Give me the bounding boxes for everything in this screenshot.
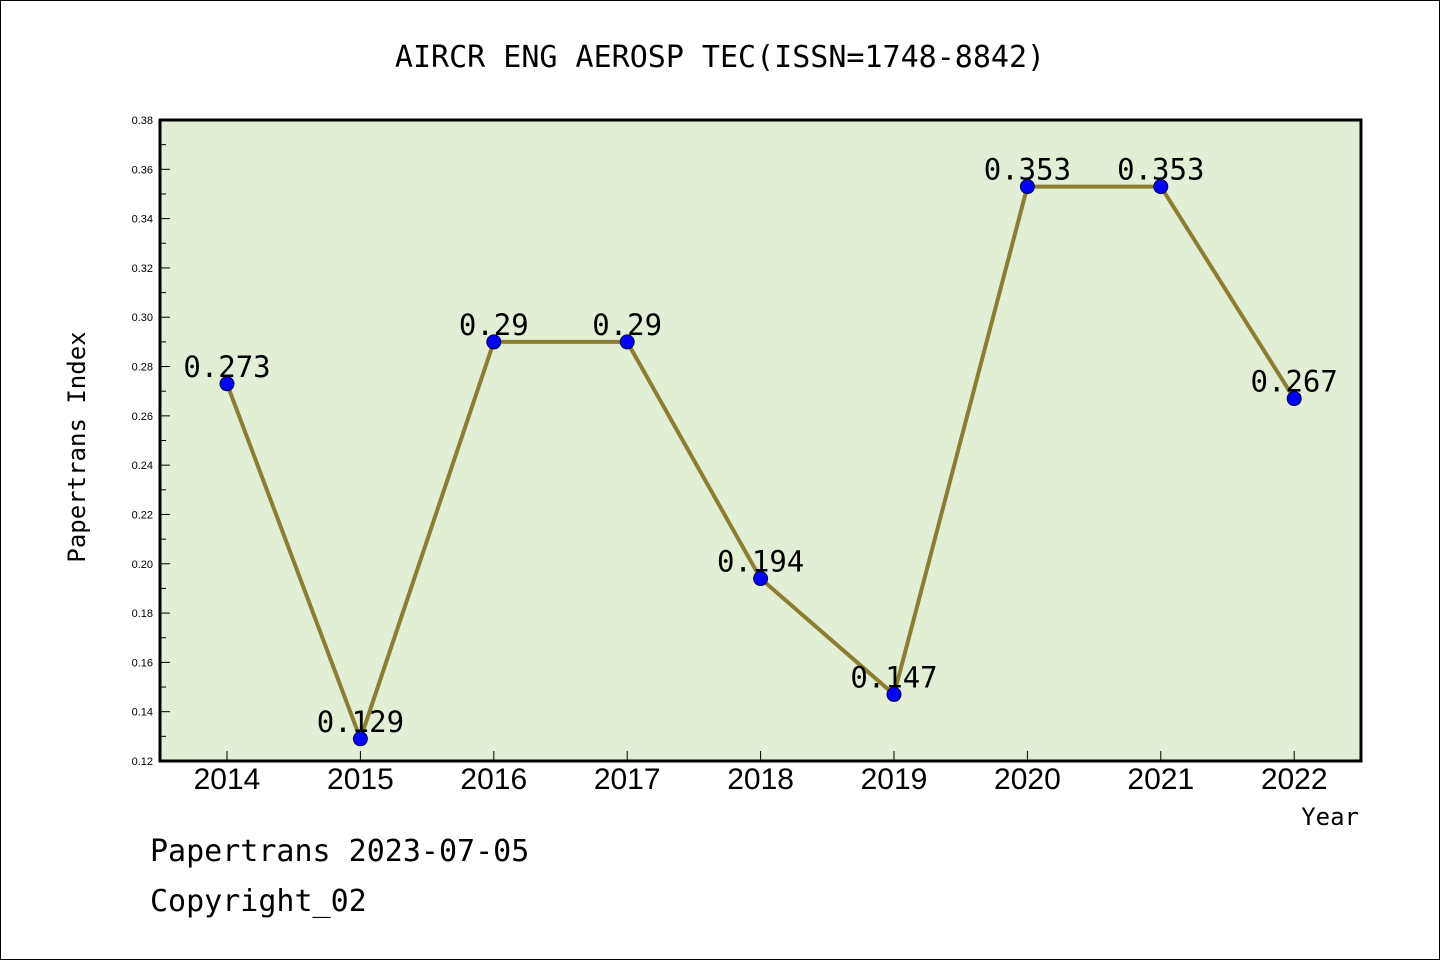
data-label: 0.29 bbox=[592, 308, 662, 342]
x-axis-label: Year bbox=[1301, 803, 1359, 831]
y-axis-ticks: 0.12 0.14 0.16 0.18 0.20 0.22 0.24 0.26 0.28 0.30… bbox=[132, 115, 170, 768]
data-point bbox=[753, 571, 769, 587]
data-point bbox=[219, 376, 235, 392]
y-tick-label: 0.36 bbox=[132, 164, 153, 176]
data-point bbox=[1286, 391, 1302, 407]
x-tick-label: 2019 bbox=[861, 763, 928, 796]
data-label: 0.194 bbox=[717, 545, 804, 579]
x-tick-label: 2017 bbox=[594, 763, 661, 796]
data-label: 0.147 bbox=[850, 660, 937, 694]
data-point bbox=[352, 731, 368, 747]
data-point bbox=[1019, 179, 1035, 195]
plot-border bbox=[158, 118, 1363, 763]
data-series: 0.273 0.129 0.29 0.29 0.194 0.147 0.353 0.353 0.… bbox=[183, 153, 1338, 747]
plot-area bbox=[160, 120, 1361, 761]
y-tick-label: 0.18 bbox=[132, 608, 153, 620]
y-tick-label: 0.14 bbox=[132, 707, 153, 719]
y-axis-label: Papertrans Index bbox=[63, 331, 91, 562]
y-tick-label: 0.34 bbox=[132, 214, 153, 226]
footer-copyright: Copyright_02 bbox=[150, 884, 367, 919]
data-point bbox=[619, 334, 635, 350]
x-tick-label: 2018 bbox=[727, 763, 794, 796]
y-tick-label: 0.26 bbox=[132, 411, 153, 423]
data-label: 0.273 bbox=[183, 350, 270, 384]
data-label: 0.267 bbox=[1251, 365, 1338, 399]
data-point bbox=[886, 686, 902, 702]
y-tick-label: 0.16 bbox=[132, 657, 153, 669]
y-tick-label: 0.30 bbox=[132, 312, 153, 324]
x-tick-label: 2022 bbox=[1261, 763, 1328, 796]
y-tick-label: 0.24 bbox=[132, 460, 153, 472]
data-label: 0.353 bbox=[984, 153, 1071, 187]
y-tick-label: 0.12 bbox=[132, 756, 153, 768]
footer-date: Papertrans 2023-07-05 bbox=[150, 834, 530, 869]
data-label: 0.29 bbox=[459, 308, 529, 342]
y-tick-label: 0.32 bbox=[132, 263, 153, 275]
data-point bbox=[486, 334, 502, 350]
y-tick-label: 0.28 bbox=[132, 362, 153, 374]
x-tick-label: 2021 bbox=[1127, 763, 1194, 796]
data-label: 0.129 bbox=[317, 705, 404, 739]
y-tick-label: 0.22 bbox=[132, 509, 153, 521]
x-tick-label: 2016 bbox=[460, 763, 527, 796]
x-tick-label: 2014 bbox=[194, 763, 261, 796]
data-label: 0.353 bbox=[1117, 153, 1204, 187]
data-point bbox=[1153, 179, 1169, 195]
x-tick-label: 2020 bbox=[994, 763, 1061, 796]
x-tick-label: 2015 bbox=[327, 763, 394, 796]
x-axis-ticks: 2014 2015 2016 2017 2018 2019 2020 2021 2022 bbox=[194, 751, 1328, 796]
y-tick-label: 0.38 bbox=[132, 115, 153, 127]
y-tick-label: 0.20 bbox=[132, 559, 153, 571]
chart-title: AIRCR ENG AEROSP TEC(ISSN=1748-8842) bbox=[395, 40, 1045, 75]
